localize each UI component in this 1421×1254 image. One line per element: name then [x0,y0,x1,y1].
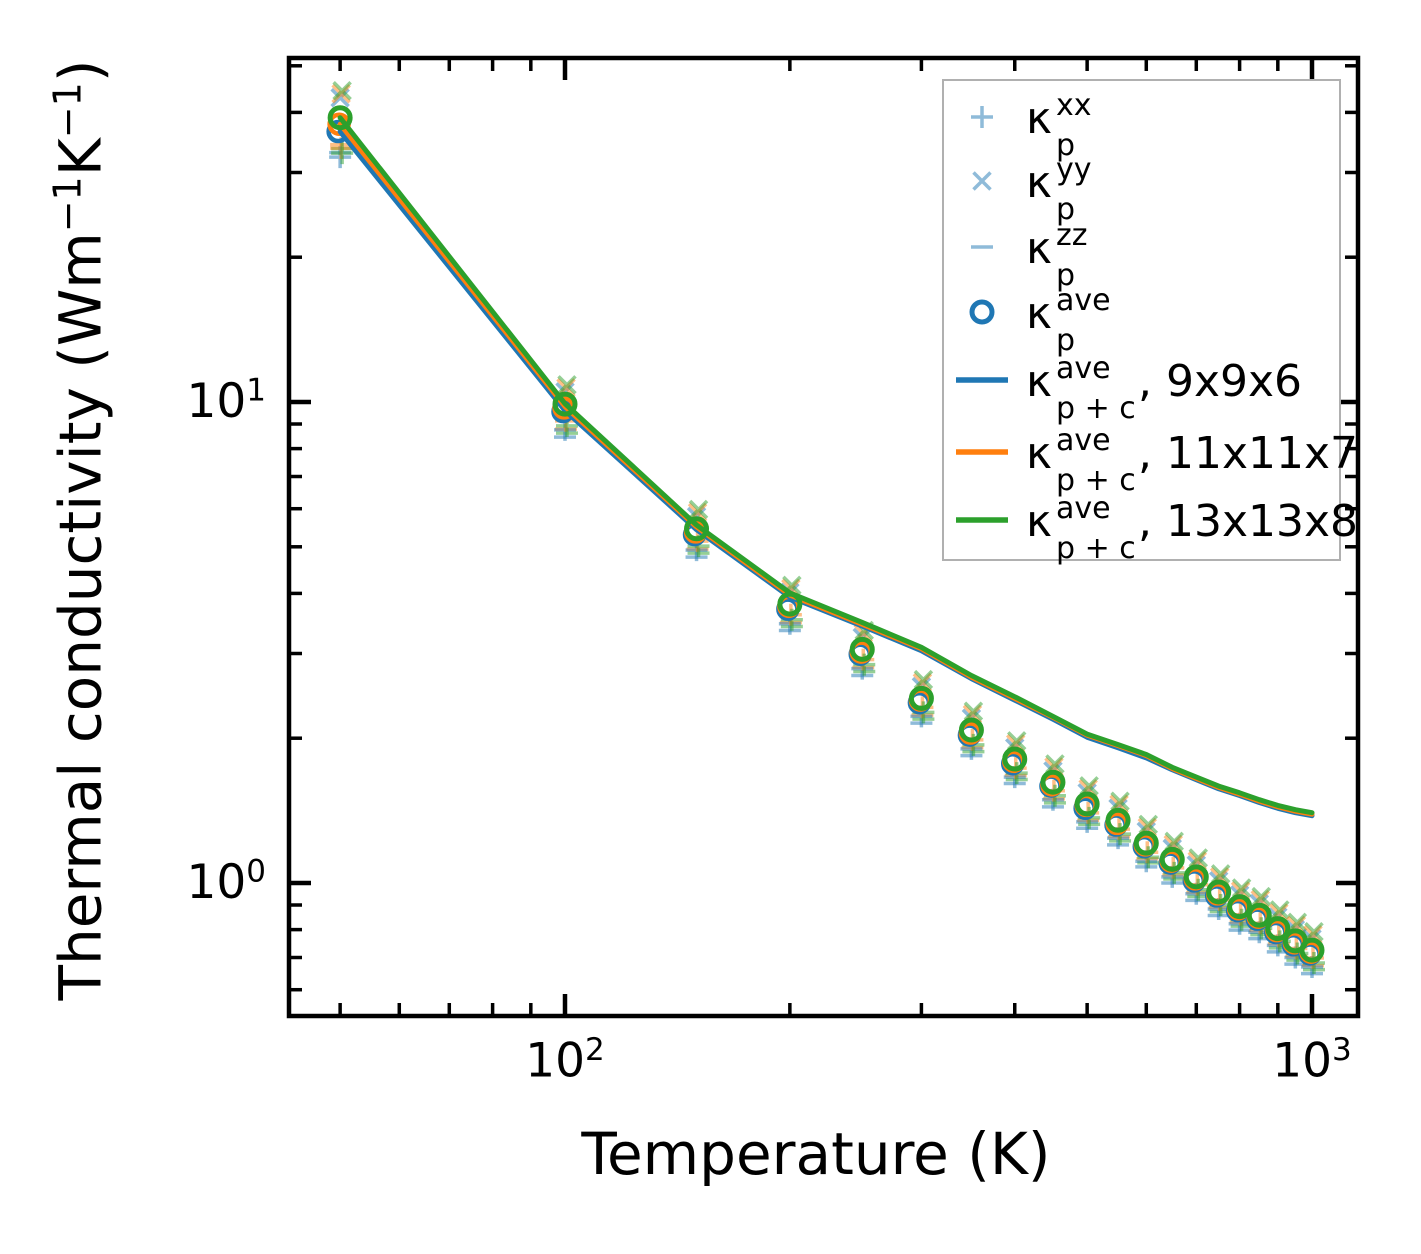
cross-marker [1079,776,1099,796]
cross-marker [1138,814,1159,835]
legend-label-sub: p [1056,323,1075,358]
legend-label-base: κ [1026,496,1052,547]
cross-marker [557,375,577,395]
plus-marker [971,106,993,128]
legend-label-base: κ [1026,288,1052,339]
axes-spines [286,55,1361,1019]
cross-marker [1231,878,1252,898]
cross-marker [1007,731,1027,751]
y-tick-label-10^0: 100 [186,853,266,911]
circle-marker [1227,894,1253,920]
legend-label-sub: p [1056,258,1075,293]
cross-marker [1045,754,1065,774]
circle-marker [1002,746,1028,772]
legend-label-base: κ [1026,356,1052,407]
legend-label-suffix: , 13x13x8 [1138,496,1358,547]
cross-marker [913,669,934,690]
circle-marker [1299,937,1325,963]
line-kappa_p_plus_c_ave_13x13x8 [337,115,1315,816]
cross-marker [963,701,984,722]
circle-marker [1074,791,1100,817]
circle-marker [969,299,995,325]
series-kappa-p-ave-circles-green [327,105,1325,963]
circle-marker [684,516,710,542]
legend-item-yy-1: κ yy p [972,152,1092,227]
circle-marker [1040,769,1066,795]
y-tick-label-10^1: 101 [186,372,266,430]
x-tick-label-10^2: 102 [525,1032,605,1089]
legend-label-sup: ave [1056,423,1111,458]
cross-marker [972,171,992,191]
cross-marker [1270,900,1290,920]
cross-marker [1287,912,1308,933]
circle-marker [1183,864,1209,890]
cross-marker [1304,921,1324,942]
circle-marker [849,636,875,662]
legend-label-sup: ave [1056,491,1111,526]
plot-area [326,81,1325,978]
circle-marker [908,685,934,711]
y-axis-label: Thermal conductivity (Wm−1K−1) [45,59,115,1001]
legend-label-sub: p + c [1056,391,1136,426]
axes-frame [286,55,1361,1019]
legend-label-sup: ave [1056,351,1111,386]
cross-marker [1164,831,1184,852]
legend-label-sub: p + c [1056,531,1136,566]
cross-marker [1188,848,1209,868]
legend-item-zz-2: κ zz p [971,218,1088,293]
circle-marker [1105,807,1131,833]
legend-item-ave-5: κ ave p + c, 11x11x7 [956,423,1358,498]
circle-marker [1246,902,1272,928]
circle-marker [1265,916,1291,942]
circle-marker [1159,846,1185,872]
legend-label-suffix: , 11x11x7 [1138,428,1358,479]
legend-label-sub: p + c [1056,463,1136,498]
legend-box [942,79,1341,561]
legend-label-sup: xx [1056,88,1092,123]
legend-label-base: κ [1026,428,1052,479]
cross-marker [1110,791,1130,812]
legend-item-ave-6: κ ave p + c, 13x13x8 [956,491,1358,566]
circle-marker [552,391,578,417]
legend-item-ave-3: κ ave p [969,283,1111,358]
x-tick-label-10^3: 103 [1272,1032,1352,1089]
circle-marker [1133,830,1159,856]
circle-marker [958,717,984,743]
legend-label-base: κ [1026,93,1052,144]
x-axis-label: Temperature (K) [581,1120,1051,1188]
legend-label-suffix: , 9x9x6 [1138,356,1302,407]
circle-marker [1206,879,1232,905]
legend-label-sub: p [1056,192,1075,227]
legend-label-sup: yy [1056,152,1092,187]
legend-label-sup: zz [1056,218,1088,253]
legend-item-ave-4: κ ave p + c, 9x9x6 [956,351,1302,426]
cross-marker [1210,864,1231,884]
plus-marker [331,142,354,165]
cross-marker [1251,886,1272,907]
circle-marker [777,591,803,617]
legend-label-sup: ave [1056,283,1111,318]
legend-item-xx-0: κ xx p [971,88,1092,163]
cross-marker [688,499,709,520]
legend-label-sub: p [1056,128,1075,163]
legend-label-base: κ [1026,157,1052,208]
cross-marker [332,81,352,101]
legend-label-base: κ [1026,223,1052,274]
circle-marker [327,105,353,131]
